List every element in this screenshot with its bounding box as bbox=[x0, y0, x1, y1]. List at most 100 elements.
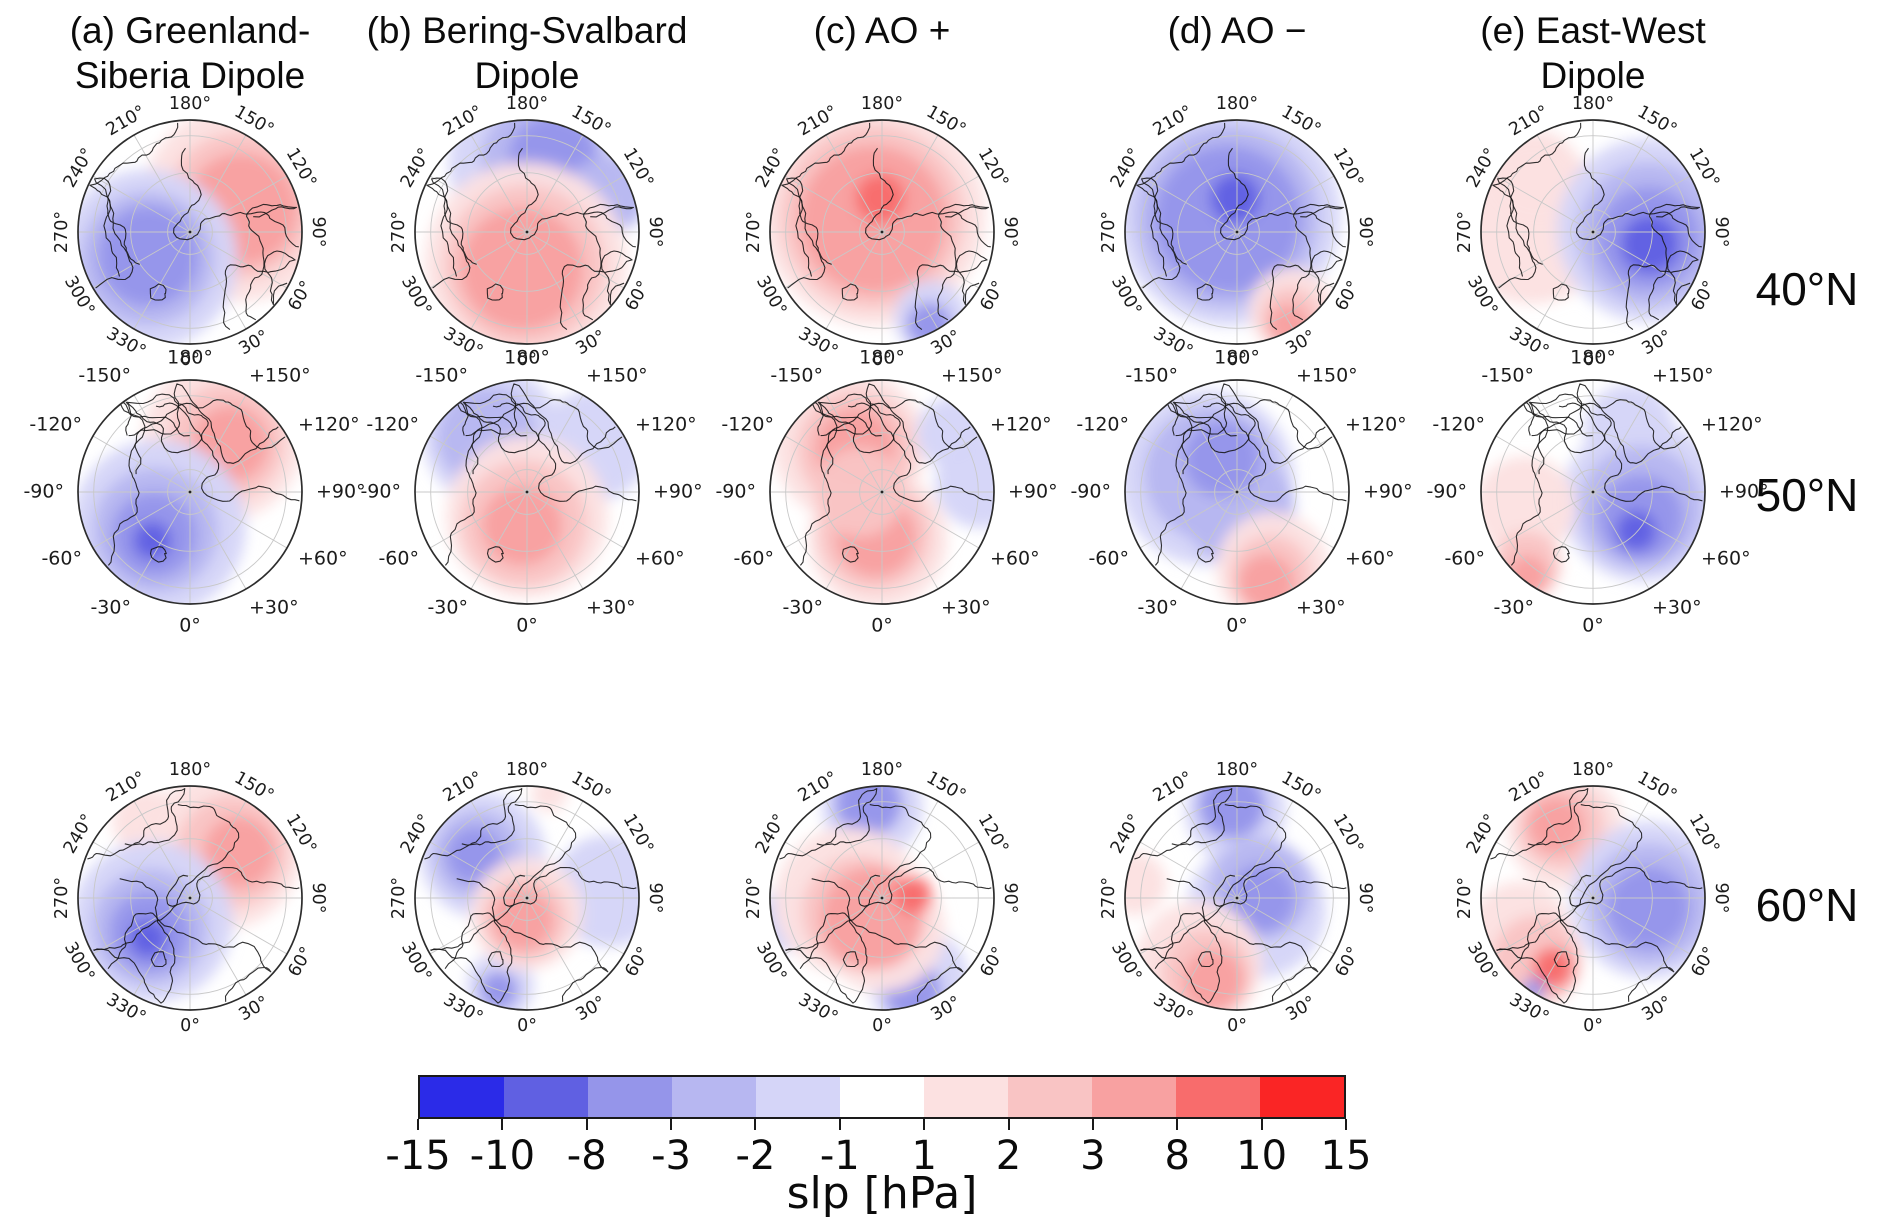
svg-text:+60°: +60° bbox=[1701, 548, 1751, 570]
svg-text:30°: 30° bbox=[573, 326, 610, 359]
coastlines bbox=[1134, 788, 1347, 1004]
svg-text:+120°: +120° bbox=[1345, 414, 1407, 436]
svg-text:+150°: +150° bbox=[1652, 365, 1714, 387]
svg-text:0°: 0° bbox=[872, 1016, 892, 1036]
svg-text:0°: 0° bbox=[516, 615, 538, 637]
coastlines bbox=[799, 383, 992, 566]
svg-text:120°: 120° bbox=[974, 145, 1012, 192]
graticule bbox=[1125, 786, 1349, 1010]
map-boundary bbox=[769, 379, 995, 605]
map-boundary bbox=[77, 785, 303, 1011]
svg-text:-60°: -60° bbox=[378, 548, 419, 570]
colorbar-tickmark bbox=[585, 1119, 588, 1130]
colorbar-tickmark bbox=[501, 1119, 504, 1130]
colorbar-tickmark bbox=[1176, 1119, 1179, 1130]
pole-dot bbox=[1235, 490, 1239, 494]
map-panel-bering-svalbard-dipole-60N: 0° 30° 60° 90° 120°150° 180° 210°240° 270° 300°3… bbox=[389, 760, 665, 1036]
map-disc bbox=[78, 380, 302, 604]
svg-text:210°: 210° bbox=[795, 768, 842, 806]
svg-text:+90°: +90° bbox=[316, 481, 366, 503]
svg-text:120°: 120° bbox=[1329, 145, 1367, 192]
svg-text:330°: 330° bbox=[103, 324, 150, 362]
svg-text:300°: 300° bbox=[397, 273, 435, 320]
graticule bbox=[415, 380, 639, 604]
map-panel-greenland-siberia-dipole-50N: 0° +30° +60° +90° +120° +150° 180° -150° -120° -9… bbox=[23, 347, 366, 637]
column-title-d: (d) AO − bbox=[1037, 8, 1437, 53]
column-title-d-line1: (d) AO − bbox=[1167, 10, 1307, 51]
svg-text:270°: 270° bbox=[744, 877, 764, 919]
svg-text:-90°: -90° bbox=[715, 481, 756, 503]
coastlines bbox=[1492, 122, 1702, 330]
graticule bbox=[78, 786, 302, 1010]
colorbar-tick--1: -1 bbox=[819, 1133, 860, 1179]
slp-anomaly-field bbox=[773, 380, 994, 604]
map-disc bbox=[415, 120, 639, 344]
colorbar-segment-5 bbox=[840, 1077, 924, 1117]
svg-text:210°: 210° bbox=[103, 102, 150, 140]
slp-anomaly-field bbox=[1481, 786, 1705, 1006]
longitude-tick-labels: 0° 30° 60° 90° 120°150° 180° 210°240° 270° 300°3… bbox=[1455, 94, 1731, 370]
svg-text:240°: 240° bbox=[1107, 145, 1145, 192]
map-boundary bbox=[1124, 379, 1350, 605]
map-boundary bbox=[769, 119, 995, 345]
svg-text:180°: 180° bbox=[1216, 94, 1258, 114]
colorbar-segment-8 bbox=[1092, 1077, 1176, 1117]
row-label-40N: 40°N bbox=[1755, 263, 1859, 315]
svg-text:-120°: -120° bbox=[1432, 414, 1485, 436]
column-title-a: (a) Greenland- Siberia Dipole bbox=[0, 8, 390, 98]
coastlines bbox=[1510, 383, 1703, 566]
colorbar-tickmark bbox=[1007, 1119, 1010, 1130]
map-disc bbox=[1125, 380, 1349, 604]
map-boundary bbox=[414, 119, 640, 345]
svg-text:300°: 300° bbox=[1107, 273, 1145, 320]
slp-anomaly-field bbox=[1125, 786, 1326, 1010]
colorbar-segment-7 bbox=[1008, 1077, 1092, 1117]
svg-text:180°: 180° bbox=[1214, 347, 1260, 369]
pole-dot bbox=[1591, 896, 1595, 900]
colorbar-tick-1: 1 bbox=[911, 1133, 937, 1179]
svg-text:180°: 180° bbox=[1570, 347, 1616, 369]
svg-text:-60°: -60° bbox=[1088, 548, 1129, 570]
svg-text:+30°: +30° bbox=[941, 597, 991, 619]
slp-anomaly-field bbox=[1481, 130, 1705, 322]
svg-text:-60°: -60° bbox=[733, 548, 774, 570]
svg-text:+90°: +90° bbox=[1008, 481, 1058, 503]
svg-text:90°: 90° bbox=[1355, 216, 1375, 247]
svg-text:+120°: +120° bbox=[1701, 414, 1763, 436]
map-disc bbox=[78, 786, 302, 1010]
svg-text:30°: 30° bbox=[1639, 326, 1676, 359]
colorbar bbox=[418, 1075, 1346, 1119]
graticule bbox=[1481, 786, 1705, 1010]
map-disc bbox=[1481, 380, 1705, 604]
slp-anomaly-field bbox=[425, 120, 639, 344]
svg-text:210°: 210° bbox=[795, 102, 842, 140]
svg-text:+60°: +60° bbox=[635, 548, 685, 570]
svg-text:+120°: +120° bbox=[990, 414, 1052, 436]
svg-text:-30°: -30° bbox=[782, 597, 823, 619]
svg-text:30°: 30° bbox=[1639, 992, 1676, 1025]
map-panel-east-west-dipole-60N: 0° 30° 60° 90° 120°150° 180° 210°240° 270° 300°3… bbox=[1455, 760, 1731, 1036]
svg-text:-90°: -90° bbox=[360, 481, 401, 503]
coastlines bbox=[426, 122, 636, 330]
column-title-a-line1: (a) Greenland- bbox=[69, 10, 311, 51]
svg-text:240°: 240° bbox=[1463, 145, 1501, 192]
svg-text:+90°: +90° bbox=[1363, 481, 1413, 503]
pole-dot bbox=[1235, 896, 1239, 900]
column-title-e-line2: Dipole bbox=[1540, 55, 1646, 97]
longitude-tick-labels: 0° +30° +60° +90° +120° +150° 180° -150° -120° -9… bbox=[1070, 347, 1412, 637]
svg-text:270°: 270° bbox=[389, 211, 409, 253]
map-panel-east-west-dipole-50N: 0°+30°+60°+90°+120°+150°180°-150°-120°-9… bbox=[1426, 347, 1768, 637]
svg-text:330°: 330° bbox=[795, 990, 842, 1028]
column-title-c: (c) AO + bbox=[682, 8, 1082, 53]
map-boundary bbox=[414, 379, 640, 605]
svg-text:-120°: -120° bbox=[1076, 414, 1129, 436]
svg-text:240°: 240° bbox=[397, 145, 435, 192]
map-panel-ao--50N: 0° +30° +60° +90° +120° +150° 180° -150° -120° -9… bbox=[1070, 347, 1412, 637]
svg-text:150°: 150° bbox=[1634, 102, 1681, 140]
column-title-b-line2: Dipole bbox=[474, 55, 580, 97]
colorbar-segment-4 bbox=[756, 1077, 840, 1117]
svg-text:0°: 0° bbox=[180, 1016, 200, 1036]
svg-text:90°: 90° bbox=[1000, 216, 1020, 247]
svg-text:150°: 150° bbox=[568, 768, 615, 806]
pole-dot bbox=[1235, 230, 1239, 234]
